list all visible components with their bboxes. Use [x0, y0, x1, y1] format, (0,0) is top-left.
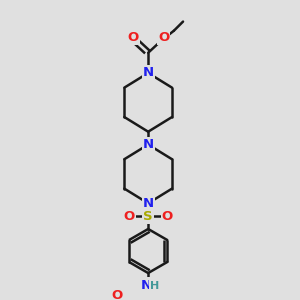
Text: O: O: [111, 289, 123, 300]
Text: N: N: [142, 138, 154, 151]
Text: N: N: [142, 67, 154, 80]
Text: O: O: [128, 31, 139, 44]
Text: N: N: [141, 279, 152, 292]
Text: O: O: [123, 210, 134, 223]
Text: O: O: [162, 210, 173, 223]
Text: S: S: [143, 210, 153, 223]
Text: O: O: [158, 31, 169, 44]
Text: H: H: [150, 281, 159, 291]
Text: N: N: [142, 197, 154, 210]
